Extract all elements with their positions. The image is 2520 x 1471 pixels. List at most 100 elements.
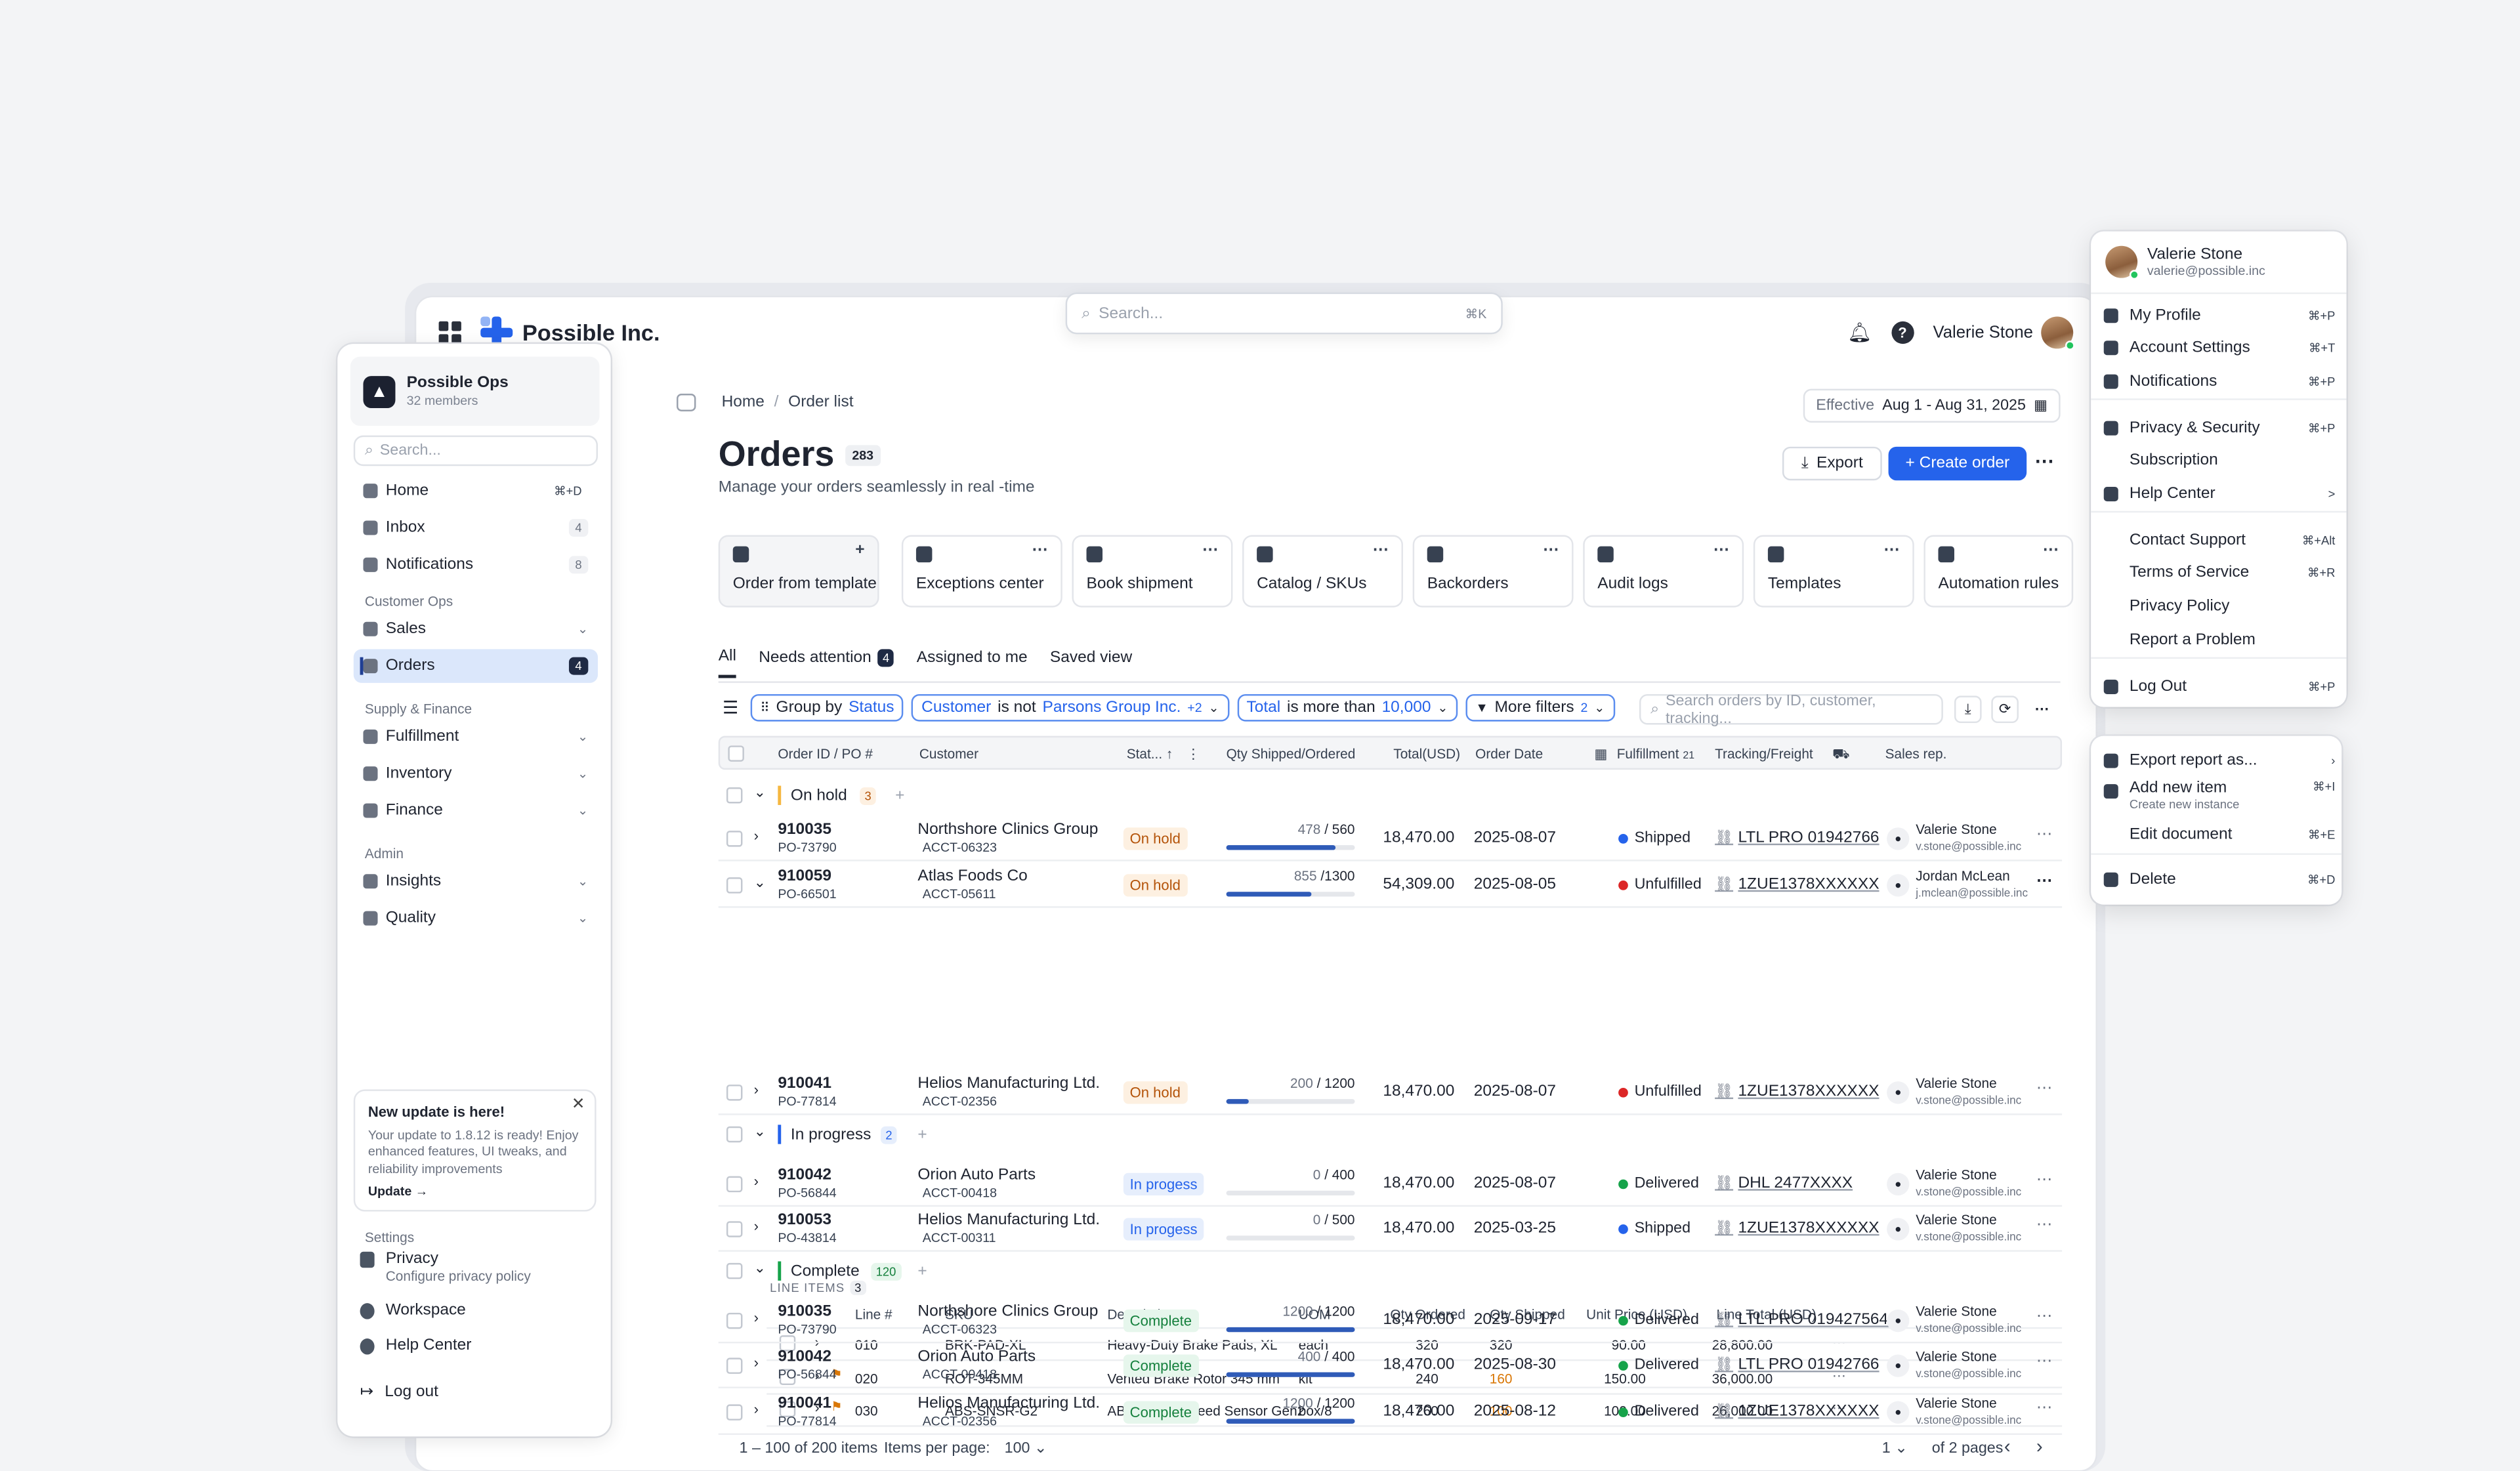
chevron-down-icon[interactable]: ⌄ <box>753 784 766 800</box>
tracking-link[interactable]: ⛓ 1ZUE1378XXXXXX <box>1715 1220 1879 1237</box>
tracking-link[interactable]: ⛓ LTL PRO 01942766 <box>1715 1356 1879 1374</box>
order-id[interactable]: 910035 <box>778 821 832 839</box>
profile-menu-item[interactable]: Terms of Service ⌘+R <box>2104 556 2335 588</box>
sidebar-item-fulfillment[interactable]: Fulfillment ⌄ <box>354 720 598 753</box>
breadcrumb-home[interactable]: Home <box>721 394 765 411</box>
logout-button[interactable]: ↦ Log out <box>360 1384 438 1401</box>
chevron-down-icon[interactable]: ⌄ <box>753 1123 766 1140</box>
line-item-row[interactable]: › ⚑ 030 ABS-SNSR-G2 ABS Wheel Speed Sensor G… <box>766 1395 2063 1427</box>
apps-grid-icon[interactable] <box>438 321 461 344</box>
tracking-link[interactable]: ⛓ LTL PRO 01942766 <box>1715 829 1879 847</box>
row-more-icon[interactable]: ⋯ <box>2036 872 2053 890</box>
col-tracking[interactable]: Tracking/Freight ⛟ <box>1715 745 1849 764</box>
chevron-right-icon[interactable]: › <box>753 1081 759 1098</box>
profile-menu-item[interactable]: Notifications ⌘+P <box>2103 365 2335 397</box>
chevron-down-icon[interactable]: ⌄ <box>753 1260 766 1276</box>
group-header[interactable]: ⌄ Complete 120 + <box>719 1252 2062 1291</box>
profile-menu-item[interactable]: My Profile ⌘+P <box>2103 299 2335 331</box>
row-checkbox[interactable] <box>726 1404 743 1420</box>
page-select[interactable]: 1 ⌄ <box>1882 1440 1908 1457</box>
profile-menu-item[interactable]: Contact Support ⌘+Alt <box>2104 524 2335 556</box>
col-sales-rep[interactable]: Sales rep. <box>1885 745 1947 762</box>
sidebar-item-inbox[interactable]: Inbox 4 <box>354 511 598 545</box>
table-row[interactable]: › 910042 PO-56844 Orion Auto Parts ACCT-0041… <box>718 1162 2063 1207</box>
row-checkbox[interactable] <box>726 1085 743 1101</box>
order-id[interactable]: 910059 <box>778 867 832 886</box>
quick-action-book-shipment[interactable]: ⋯ Book shipment <box>1072 535 1233 608</box>
table-row[interactable]: › 910053 PO-43814 Helios Manufacturing Ltd.… <box>718 1207 2063 1252</box>
profile-menu-item[interactable]: Privacy & Security ⌘+P <box>2103 411 2335 444</box>
export-button[interactable]: ⤓ Export <box>1782 446 1882 481</box>
user-menu-button[interactable]: Valerie Stone <box>1933 316 2075 350</box>
plus-icon[interactable]: + <box>855 541 865 560</box>
group-checkbox[interactable] <box>726 1262 743 1279</box>
sidebar-toggle-icon[interactable] <box>677 394 696 411</box>
per-page-select[interactable]: 100 ⌄ <box>1005 1440 1047 1457</box>
close-icon[interactable]: ✕ <box>571 1096 585 1114</box>
order-id[interactable]: 910035 <box>778 1303 832 1321</box>
line-checkbox[interactable] <box>779 1401 796 1418</box>
col-order-id[interactable]: Order ID / PO # <box>778 745 873 762</box>
quick-action-audit-logs[interactable]: ⋯ Audit logs <box>1583 535 1744 608</box>
profile-menu-item[interactable]: Help Center > <box>2103 477 2335 509</box>
workspace-switcher[interactable]: ▲ Possible Ops 32 members <box>350 356 600 426</box>
plus-icon[interactable]: + <box>895 786 905 804</box>
group-checkbox[interactable] <box>726 1126 743 1143</box>
profile-menu-item[interactable]: Report a Problem <box>2104 623 2336 655</box>
sidebar-item-home[interactable]: Home ⌘+D <box>354 474 598 507</box>
update-link[interactable]: Update → <box>368 1184 429 1199</box>
settings-privacy[interactable]: Privacy Configure privacy policy <box>360 1250 531 1284</box>
col-status[interactable]: Stat... ↑ ⋮ <box>1127 745 1200 763</box>
profile-menu-item[interactable]: Log Out ⌘+P <box>2103 670 2335 702</box>
sidebar-item-sales[interactable]: Sales ⌄ <box>354 612 598 646</box>
table-row[interactable]: ⌄ 910059 PO-66501 Atlas Foods Co ACCT-05611 O… <box>718 863 2063 908</box>
group-checkbox[interactable] <box>726 787 743 804</box>
row-checkbox[interactable] <box>726 1176 743 1193</box>
profile-menu-item[interactable]: Privacy Policy <box>2104 590 2336 622</box>
line-more-icon[interactable]: ⋯ <box>1832 1366 1846 1383</box>
line-more-icon[interactable]: ⋯ <box>1832 1399 1846 1416</box>
tracking-link[interactable]: ⛓ 1ZUE1378XXXXXX <box>1715 876 1879 894</box>
brand[interactable]: Possible Inc. <box>480 316 660 349</box>
edit-document-item[interactable]: Edit document ⌘+E <box>2104 818 2335 850</box>
quick-action-backorders[interactable]: ⋯ Backorders <box>1412 535 1574 608</box>
table-search-input[interactable]: ⌕ Search orders by ID, customer, tracking… <box>1639 692 1943 727</box>
select-all-checkbox[interactable] <box>728 745 744 762</box>
sort-icon[interactable]: ☰ <box>722 699 739 718</box>
chevron-right-icon[interactable]: › <box>753 1172 759 1190</box>
profile-menu-item[interactable]: Account Settings ⌘+T <box>2103 331 2335 363</box>
more-icon[interactable]: ⋯ <box>1372 541 1389 560</box>
more-vertical-icon[interactable]: ⋮ <box>1186 745 1200 762</box>
tab-all[interactable]: All <box>718 648 736 678</box>
global-search-input[interactable]: ⌕ Search... ⌘K <box>1065 292 1503 335</box>
tab-assigned-to-me[interactable]: Assigned to me <box>916 649 1028 667</box>
sidebar-item-finance[interactable]: Finance ⌄ <box>354 794 598 827</box>
more-icon[interactable]: ⋯ <box>1713 541 1730 560</box>
more-icon[interactable]: ⋯ <box>1032 541 1048 560</box>
table-row[interactable]: › 910035 PO-73790 Northshore Clinics Group A… <box>718 816 2063 861</box>
delete-item[interactable]: Delete ⌘+D <box>2103 863 2335 895</box>
chevron-right-icon[interactable]: › <box>753 1218 759 1234</box>
chevron-right-icon[interactable]: › <box>814 1399 820 1416</box>
sidebar-item-orders[interactable]: Orders 4 <box>353 649 598 683</box>
table-row[interactable]: › 910041 PO-77814 Helios Manufacturing Ltd.… <box>718 1070 2063 1115</box>
more-filters-chip[interactable]: ▼ More filters 2 ⌄ <box>1465 694 1615 722</box>
more-icon[interactable]: ⋯ <box>2042 541 2059 560</box>
create-order-button[interactable]: + Create order <box>1888 446 2027 481</box>
order-id[interactable]: 910041 <box>778 1394 832 1413</box>
order-id[interactable]: 910041 <box>778 1075 832 1093</box>
row-more-icon[interactable]: ⋯ <box>2036 1079 2053 1098</box>
quick-action-automation[interactable]: ⋯ Automation rules <box>1923 535 2074 608</box>
row-more-icon[interactable]: ⋯ <box>2036 1171 2053 1190</box>
settings-workspace[interactable]: Workspace <box>360 1302 466 1319</box>
export-report-item[interactable]: Export report as... › <box>2103 744 2335 776</box>
sidebar-item-notifications[interactable]: Notifications 8 <box>354 548 598 581</box>
customer-filter-chip[interactable]: Customer is not Parsons Group Inc. +2 ⌄ <box>912 694 1229 722</box>
more-icon[interactable]: ⋯ <box>1543 541 1559 560</box>
quick-action-catalog[interactable]: ⋯ Catalog / SKUs <box>1242 535 1403 608</box>
line-item-row[interactable]: › 010 BRK-PAD-XL Heavy-Duty Brake Pads, XL e… <box>766 1329 2063 1361</box>
file-export-icon[interactable]: ⤓ <box>1954 695 1982 724</box>
help-icon[interactable]: ? <box>1891 321 1914 344</box>
row-checkbox[interactable] <box>726 1357 743 1374</box>
tab-saved-view[interactable]: Saved view <box>1049 649 1133 667</box>
